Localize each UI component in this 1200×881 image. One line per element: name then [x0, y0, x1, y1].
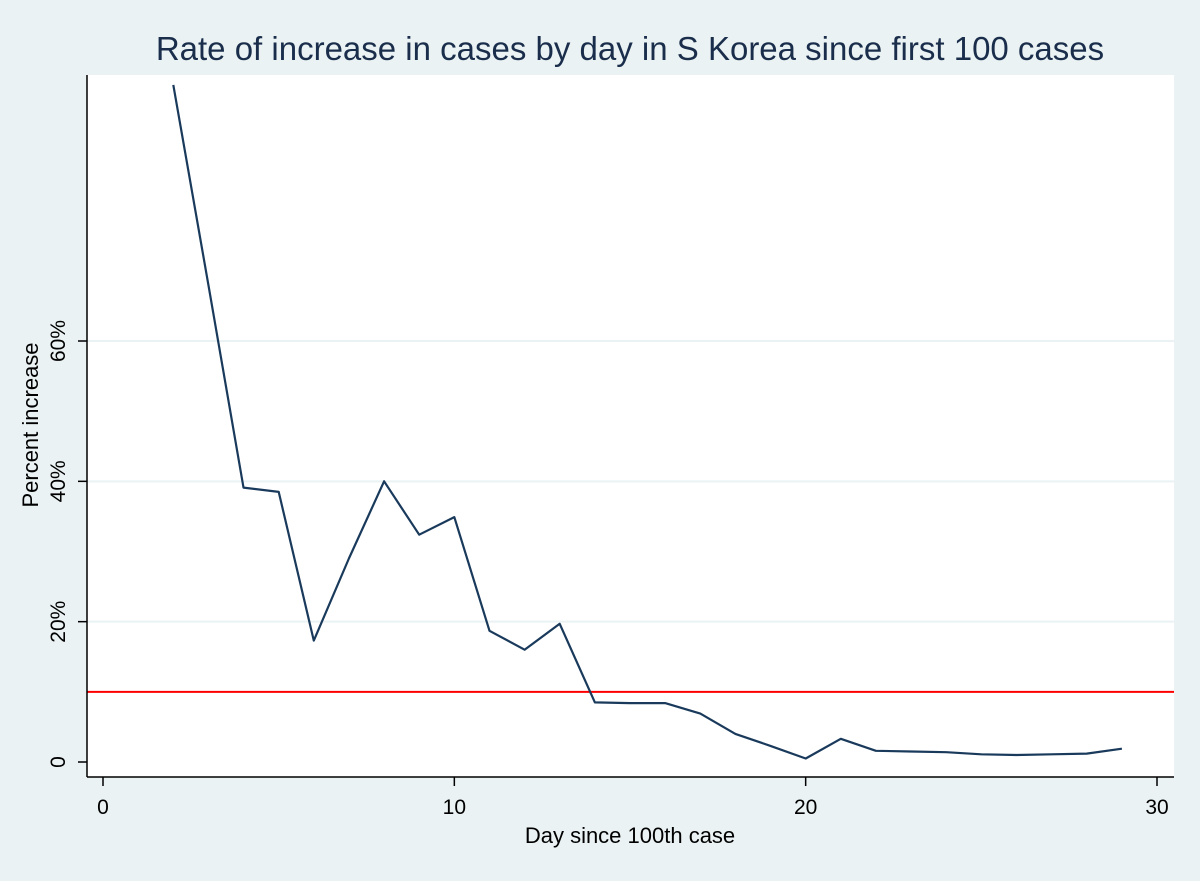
x-tick-label: 20 [794, 796, 817, 819]
x-axis-title: Day since 100th case [525, 823, 735, 848]
x-ticks: 0 10 20 30 [97, 777, 1169, 819]
series-line-0 [172, 84, 1123, 760]
grid-lines [87, 340, 1174, 623]
y-tick-label: 0 [47, 756, 70, 768]
y-ticks: 0 20% 40% 60% [47, 320, 87, 768]
y-tick-label: 20% [47, 601, 70, 643]
x-tick-label: 30 [1145, 796, 1168, 819]
y-tick-label: 40% [47, 460, 70, 502]
y-axis-title: Percent increase [18, 342, 43, 507]
plot-area [87, 75, 1174, 777]
x-tick-label: 10 [443, 796, 466, 819]
x-tick-label: 0 [97, 796, 109, 819]
chart-title: Rate of increase in cases by day in S Ko… [156, 30, 1104, 67]
series-lines [172, 84, 1123, 760]
y-tick-label: 60% [47, 320, 70, 362]
